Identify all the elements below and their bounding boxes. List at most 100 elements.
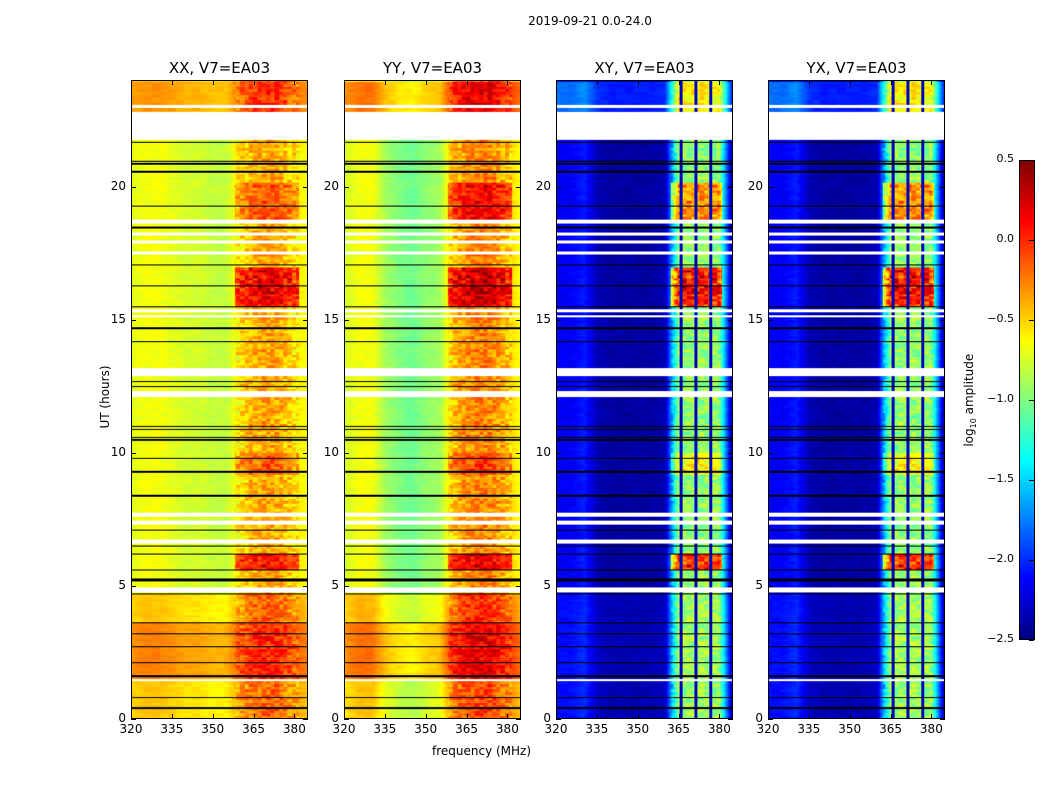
colorbar-tick-label: −0.5 (987, 312, 1014, 325)
y-tick-label: 20 (747, 178, 763, 193)
colorbar-tick-label: −2.0 (987, 552, 1014, 565)
y-tick-mark-right (940, 719, 945, 720)
y-tick-label: 10 (747, 444, 763, 459)
x-tick-mark (425, 714, 427, 719)
y-tick-mark-right (728, 319, 733, 321)
x-tick-mark (507, 714, 509, 719)
y-tick-mark (768, 585, 773, 587)
y-tick-label: 10 (110, 444, 126, 459)
panel-title-1: YY, V7=EA03 (382, 59, 483, 77)
x-tick-label: 350 (201, 722, 225, 736)
colorbar-tick-label: −1.0 (987, 392, 1014, 405)
x-tick-label: 335 (373, 722, 397, 736)
x-tick-mark (768, 714, 769, 719)
y-tick-mark-right (516, 186, 521, 188)
y-tick-mark (768, 186, 773, 188)
y-tick-mark (131, 319, 136, 321)
x-tick-label: 365 (667, 722, 690, 736)
y-tick-mark (556, 585, 561, 587)
x-tick-mark-top (253, 80, 255, 85)
x-tick-mark-top (890, 80, 892, 85)
x-tick-mark-top (849, 80, 851, 85)
y-tick-mark (556, 719, 561, 720)
y-tick-mark-right (516, 719, 521, 720)
heatmap-panel-0 (131, 80, 308, 719)
y-tick-mark (344, 452, 349, 454)
y-tick-mark (344, 719, 349, 720)
heatmap-cells-2 (557, 81, 732, 718)
y-tick-mark-right (728, 452, 733, 454)
x-tick-label: 365 (242, 722, 265, 736)
y-tick-label: 5 (755, 577, 763, 592)
y-axis-label: UT (hours) (98, 365, 112, 429)
heatmap-panel-1 (344, 80, 521, 719)
x-tick-label: 335 (585, 722, 609, 736)
x-tick-label: 380 (919, 722, 943, 736)
y-tick-label: 10 (535, 444, 551, 459)
x-tick-mark (384, 714, 386, 719)
x-tick-mark-top (171, 80, 173, 85)
x-tick-mark (890, 714, 892, 719)
x-tick-mark (294, 714, 296, 719)
x-tick-mark (808, 714, 810, 719)
y-tick-mark (131, 186, 136, 188)
x-tick-mark (719, 714, 721, 719)
x-tick-label: 350 (626, 722, 650, 736)
y-tick-mark (556, 186, 561, 188)
y-tick-mark (768, 719, 773, 720)
x-tick-mark (678, 714, 680, 719)
y-tick-mark (344, 585, 349, 587)
colorbar-tick-label: 0.0 (996, 232, 1015, 245)
colorbar-tick-mark (1029, 240, 1034, 241)
x-tick-mark (849, 714, 851, 719)
x-tick-label: 380 (495, 722, 519, 736)
colorbar-tick-mark (1029, 560, 1034, 561)
colorbar-label-prefix: log (961, 428, 976, 447)
y-tick-mark-right (303, 719, 308, 720)
colorbar-tick-label: −2.5 (987, 632, 1014, 645)
x-tick-mark (637, 714, 639, 719)
y-tick-mark (344, 186, 349, 188)
y-tick-label: 5 (331, 577, 339, 592)
x-tick-mark-top (931, 80, 933, 85)
x-tick-mark (212, 714, 214, 719)
y-tick-mark (556, 452, 561, 454)
heatmap-cells-3 (769, 81, 944, 718)
x-tick-mark-top (131, 80, 132, 85)
y-tick-mark-right (940, 319, 945, 321)
x-tick-mark-top (678, 80, 680, 85)
y-tick-label: 0 (755, 711, 763, 725)
y-tick-label: 20 (110, 178, 126, 193)
colorbar-gradient (1020, 161, 1034, 639)
x-tick-label: 380 (282, 722, 306, 736)
x-axis-label: frequency (MHz) (432, 744, 532, 758)
x-tick-mark (344, 714, 345, 719)
heatmap-panel-3 (768, 80, 945, 719)
y-tick-mark-right (516, 452, 521, 454)
y-tick-mark (556, 319, 561, 321)
y-tick-label: 20 (323, 178, 339, 193)
y-tick-mark-right (303, 319, 308, 321)
y-tick-mark-right (303, 585, 308, 587)
x-tick-mark (596, 714, 598, 719)
colorbar-label-sub: 10 (969, 418, 979, 429)
y-tick-mark-right (303, 452, 308, 454)
x-tick-mark-top (556, 80, 557, 85)
y-tick-label: 15 (110, 311, 126, 326)
heatmap-cells-1 (345, 81, 520, 718)
y-tick-mark-right (940, 186, 945, 188)
y-tick-mark (344, 319, 349, 321)
x-tick-label: 320 (544, 722, 568, 736)
x-tick-mark (466, 714, 468, 719)
figure-title: 2019-09-21 0.0-24.0 (528, 14, 652, 28)
x-tick-label: 335 (160, 722, 184, 736)
x-tick-label: 320 (332, 722, 356, 736)
x-tick-label: 350 (414, 722, 438, 736)
x-tick-mark-top (212, 80, 214, 85)
colorbar-tick-mark (1029, 160, 1034, 161)
panel-title-2: XY, V7=EA03 (594, 59, 695, 77)
y-tick-label: 20 (535, 178, 551, 193)
x-tick-mark-top (719, 80, 721, 85)
y-tick-mark-right (940, 452, 945, 454)
x-tick-mark (171, 714, 173, 719)
